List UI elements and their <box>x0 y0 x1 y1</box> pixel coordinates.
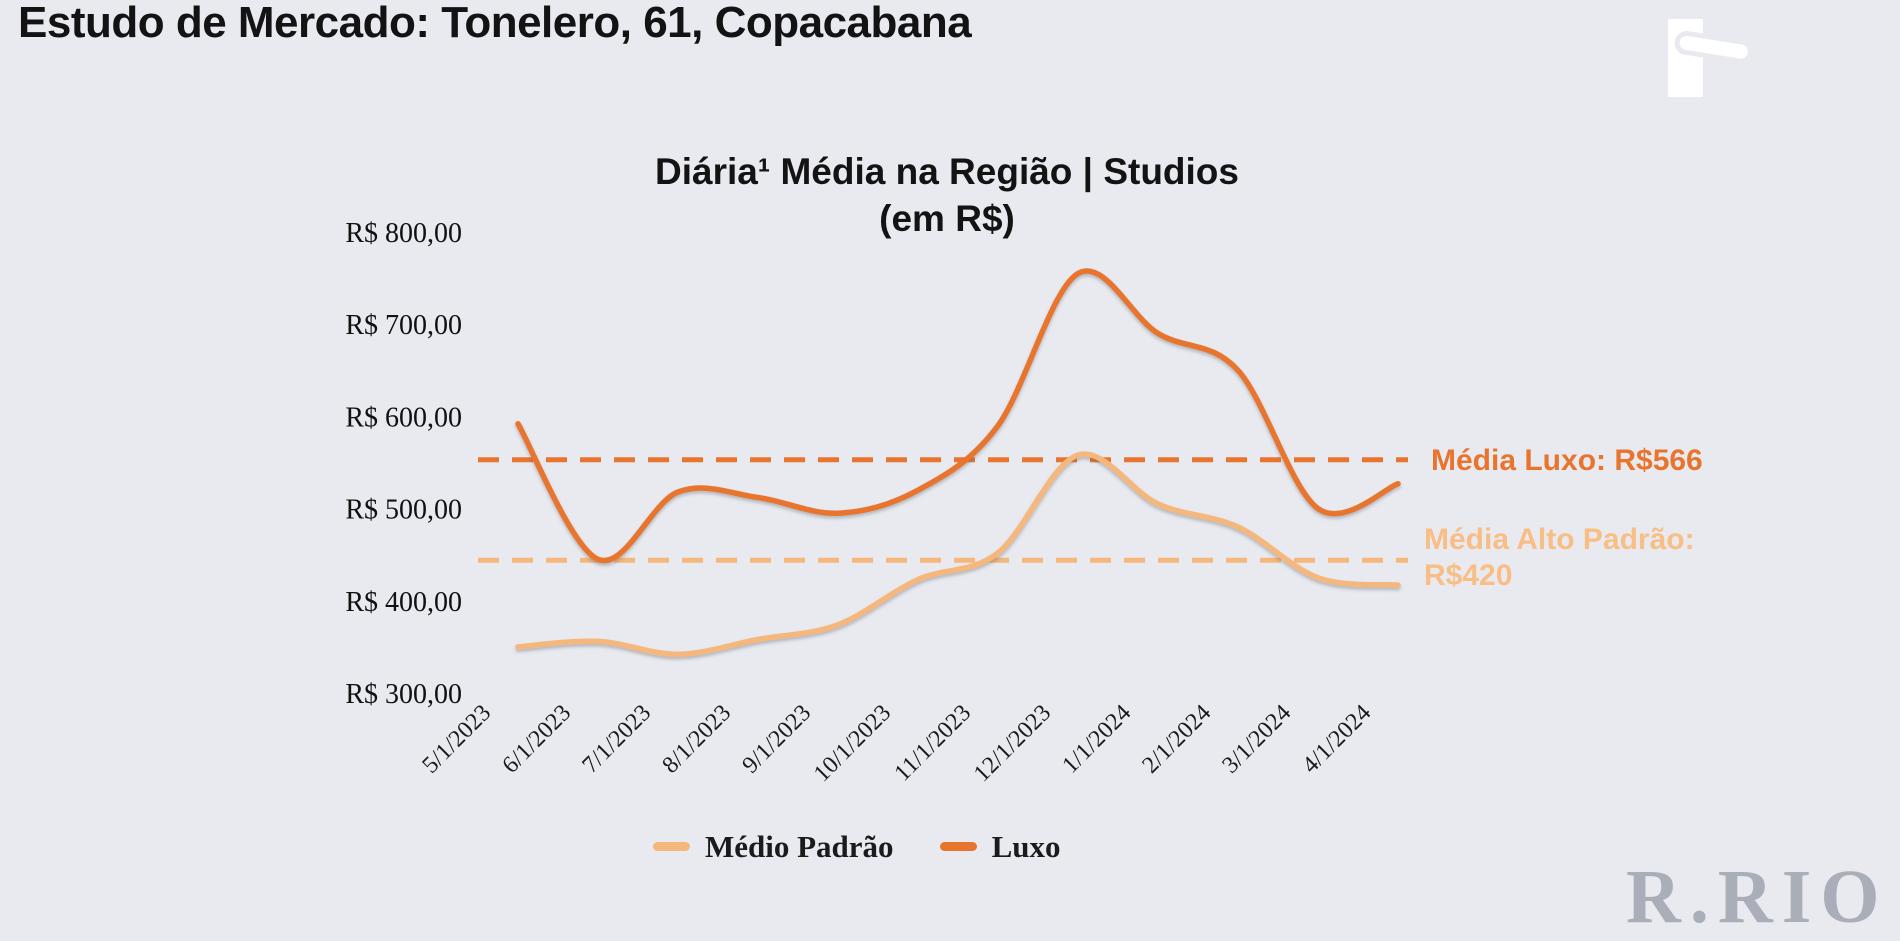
legend-label-medio-padrao: Médio Padrão <box>705 828 894 864</box>
chart-title: Diária¹ Média na Região | Studios (em R$… <box>547 148 1347 242</box>
legend-label-luxo: Luxo <box>991 828 1061 864</box>
x-axis-tick-label: 6/1/2023 <box>498 700 577 779</box>
reference-label-media-luxo: Média Luxo: R$566 <box>1431 444 1703 477</box>
x-axis-tick-label: 8/1/2023 <box>658 700 737 779</box>
y-axis-tick-label: R$ 600,00 <box>345 402 462 433</box>
x-axis-tick-label: 10/1/2023 <box>809 700 896 787</box>
line-chart: R$ 800,00 R$ 700,00 R$ 600,00 R$ 500,00 R$ 4… <box>345 218 1408 787</box>
rrio-watermark: R.RIO <box>1626 855 1889 939</box>
chart-title-line2: (em R$) <box>879 198 1015 239</box>
x-axis-tick-label: 4/1/2024 <box>1298 700 1377 779</box>
x-axis-tick-label: 5/1/2023 <box>418 700 497 779</box>
door-handle-icon <box>1668 19 1753 97</box>
legend-swatch-luxo <box>939 841 977 851</box>
x-axis-tick-label: 7/1/2023 <box>578 700 657 779</box>
x-axis-tick-label: 3/1/2024 <box>1218 700 1297 779</box>
reference-label-media-alto-line1: Média Alto Padrão: <box>1424 523 1695 556</box>
series-line-luxo <box>515 268 1401 564</box>
legend-item-luxo: Luxo <box>939 828 1061 864</box>
y-axis-tick-label: R$ 400,00 <box>345 587 462 618</box>
x-axis-tick-label: 11/1/2023 <box>890 700 977 787</box>
reference-label-media-alto-padrao: Média Alto Padrão: R$420 <box>1424 522 1695 594</box>
x-axis-tick-label: 12/1/2023 <box>969 700 1056 787</box>
page-title: Estudo de Mercado: Tonelero, 61, Copacab… <box>18 0 972 47</box>
y-axis-tick-label: R$ 800,00 <box>345 218 462 249</box>
reference-label-media-alto-line2: R$420 <box>1424 559 1513 592</box>
legend-item-medio-padrao: Médio Padrão <box>653 831 894 862</box>
x-axis-tick-label: 1/1/2024 <box>1058 700 1137 779</box>
x-axis-tick-label: 9/1/2023 <box>738 700 817 779</box>
x-axis-tick-label: 2/1/2024 <box>1138 700 1217 779</box>
slide: { "page": { "title": "Estudo de Mercado:… <box>18 0 1880 939</box>
y-axis-tick-label: R$ 300,00 <box>345 679 462 710</box>
chart-legend: Médio Padrão Luxo <box>653 826 1060 866</box>
y-axis-tick-label: R$ 700,00 <box>345 310 462 341</box>
series-line-medio-padrao <box>515 451 1401 658</box>
chart-title-line1: Diária¹ Média na Região | Studios <box>655 151 1239 192</box>
y-axis-tick-label: R$ 500,00 <box>345 495 462 526</box>
legend-swatch-medio-padrao <box>653 841 690 851</box>
